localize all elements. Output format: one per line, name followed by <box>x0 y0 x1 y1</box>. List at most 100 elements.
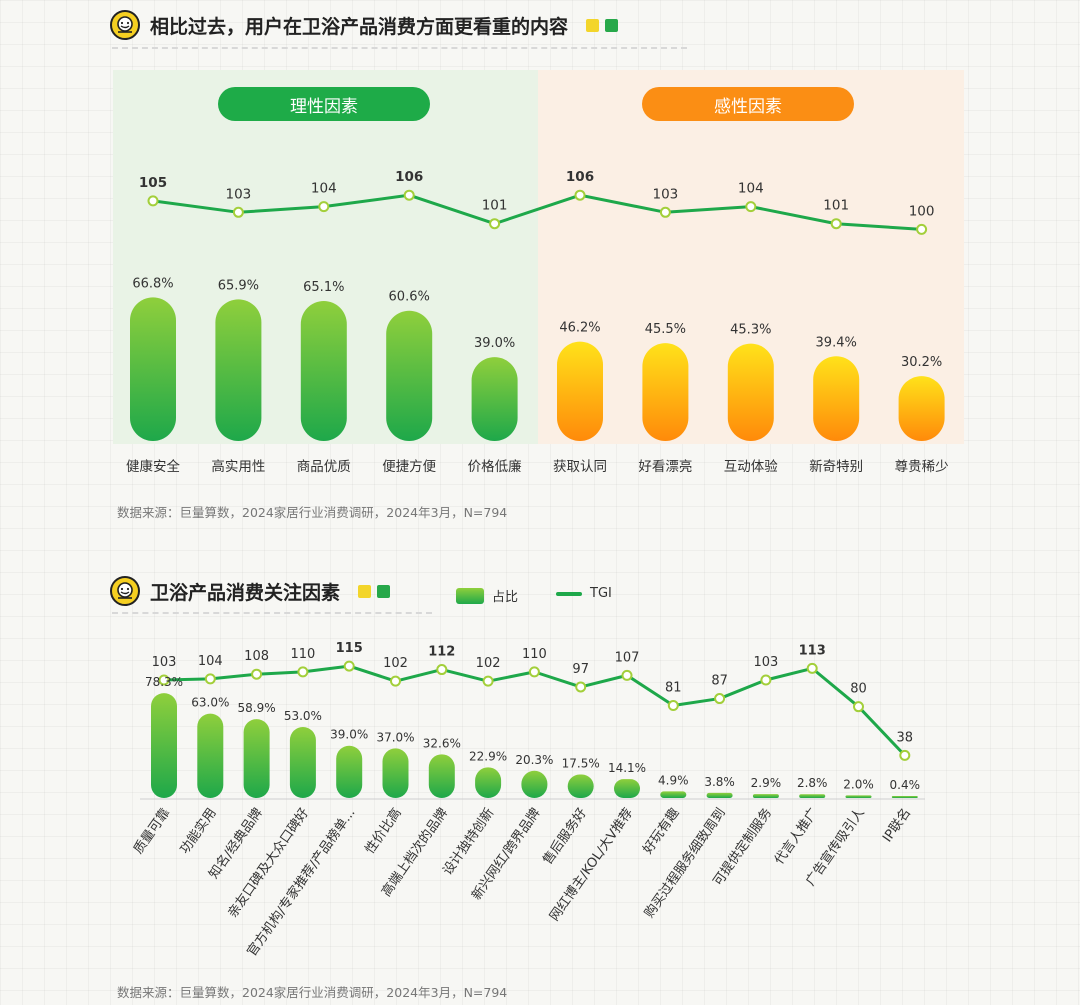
tgi-point-1 <box>204 673 216 685</box>
bar-value-label-0: 66.8% <box>132 276 173 291</box>
tgi-point-0 <box>158 674 170 686</box>
category-label-12: 购买过程服务细致周到 <box>641 805 729 921</box>
smile-bowl-icon <box>110 576 140 606</box>
bar-value-label-14: 2.8% <box>797 776 828 790</box>
tgi-point-8 <box>528 666 540 678</box>
category-label-0: 质量可靠 <box>131 806 173 857</box>
category-label-14: 代言人推广 <box>772 806 822 868</box>
tgi-point-16 <box>899 749 911 761</box>
bar-value-label-9: 17.5% <box>562 757 600 771</box>
tgi-point-2 <box>251 668 263 680</box>
legend-line: TGI <box>556 586 612 601</box>
tgi-label-5: 106 <box>566 169 594 185</box>
tgi-point-8 <box>830 218 842 230</box>
bar-value-label-3: 53.0% <box>284 709 322 723</box>
bar-4 <box>336 745 363 798</box>
legend-bar-swatch <box>456 587 484 604</box>
tgi-point-12 <box>714 693 726 705</box>
bar-value-label-9: 30.2% <box>901 355 942 370</box>
title-square-green <box>377 584 391 598</box>
legend-line-swatch <box>556 591 582 596</box>
category-label-5: 性价比高 <box>362 805 405 857</box>
tgi-label-8: 101 <box>823 198 849 214</box>
tgi-point-5 <box>574 189 586 201</box>
tgi-label-9: 97 <box>572 662 589 677</box>
bar-value-label-8: 39.4% <box>816 335 857 350</box>
chart2-title: 卫浴产品消费关注因素 <box>150 581 341 604</box>
legend-bar: 占比 <box>456 586 518 605</box>
tgi-label-8: 110 <box>522 647 547 662</box>
category-label-5: 获取认同 <box>553 459 607 475</box>
tgi-label-12: 87 <box>711 674 728 689</box>
tgi-label-9: 100 <box>909 203 935 219</box>
legend-line-label: TGI <box>590 586 612 601</box>
bar-11 <box>660 791 687 798</box>
bar-value-label-5: 46.2% <box>559 321 600 336</box>
bar-value-label-6: 45.5% <box>645 322 686 337</box>
tgi-point-2 <box>318 201 330 213</box>
bar-value-label-10: 14.1% <box>608 761 646 775</box>
tgi-label-6: 112 <box>428 645 455 660</box>
category-label-3: 便捷方便 <box>382 459 436 475</box>
tgi-label-13: 103 <box>753 655 778 670</box>
tgi-point-4 <box>343 660 355 672</box>
tgi-label-1: 104 <box>198 654 223 669</box>
tgi-label-2: 108 <box>244 649 269 664</box>
chart1-title: 相比过去，用户在卫浴产品消费方面更看重的内容 <box>150 15 569 38</box>
bar-value-label-4: 39.0% <box>474 336 515 351</box>
category-label-16: IP联名 <box>879 805 914 845</box>
bar-value-label-8: 20.3% <box>515 753 553 767</box>
category-label-2: 商品优质 <box>297 459 351 475</box>
bar-12 <box>706 792 733 798</box>
tgi-point-7 <box>745 201 757 213</box>
tgi-point-1 <box>232 206 244 218</box>
bar-8 <box>813 356 860 441</box>
chart1-source: 数据来源：巨量算数，2024家居行业消费调研，2024年3月，N=794 <box>117 505 508 520</box>
title-divider <box>112 612 432 614</box>
tgi-point-15 <box>853 701 864 713</box>
tgi-label-4: 101 <box>482 198 508 214</box>
bar-9 <box>567 774 594 798</box>
tgi-label-3: 110 <box>290 647 315 662</box>
bar-value-label-13: 2.9% <box>751 776 782 790</box>
tgi-label-11: 81 <box>665 681 682 696</box>
bar-value-label-16: 0.4% <box>890 778 921 792</box>
tgi-label-0: 103 <box>152 655 177 670</box>
bar-value-label-1: 65.9% <box>218 278 259 293</box>
category-label-4: 价格低廉 <box>468 458 522 475</box>
tgi-label-3: 106 <box>395 169 423 185</box>
tgi-label-6: 103 <box>653 186 679 202</box>
bar-7 <box>727 343 774 441</box>
chart2-title-row: 卫浴产品消费关注因素 <box>110 576 391 606</box>
bar-4 <box>471 357 518 441</box>
tgi-point-3 <box>403 189 415 201</box>
bar-value-label-1: 63.0% <box>191 696 229 710</box>
bar-10 <box>614 779 640 798</box>
bar-3 <box>289 726 316 798</box>
tgi-point-14 <box>806 662 818 674</box>
category-label-1: 功能实用 <box>177 806 219 857</box>
category-label-3: 亲友口碑及大众口碑好 <box>224 805 312 921</box>
category-label-9: 尊贵稀少 <box>895 459 949 475</box>
tgi-label-4: 115 <box>336 641 363 656</box>
chart1-svg: 66.8% 健康安全 65.9% 高实用性 65.1% 商品优质 60.6% 便捷方便 39.0… <box>126 169 949 475</box>
tgi-point-9 <box>916 223 928 235</box>
bar-0 <box>151 693 177 798</box>
tgi-point-11 <box>667 700 679 712</box>
category-label-7: 互动体验 <box>724 459 778 475</box>
bar-value-label-15: 2.0% <box>843 777 874 791</box>
bar-8 <box>521 770 548 798</box>
chart1-title-row: 相比过去，用户在卫浴产品消费方面更看重的内容 <box>110 10 619 40</box>
bar-13 <box>752 794 779 798</box>
bar-9 <box>898 376 945 441</box>
tgi-line <box>152 193 922 231</box>
tgi-point-0 <box>147 195 159 207</box>
tgi-point-6 <box>659 206 671 218</box>
bar-5 <box>557 341 603 441</box>
category-label-1: 高实用性 <box>211 458 265 475</box>
bar-value-label-2: 58.9% <box>238 701 276 715</box>
tgi-label-7: 104 <box>738 181 764 197</box>
tgi-label-15: 80 <box>850 682 867 697</box>
bar-value-label-5: 37.0% <box>376 730 414 744</box>
